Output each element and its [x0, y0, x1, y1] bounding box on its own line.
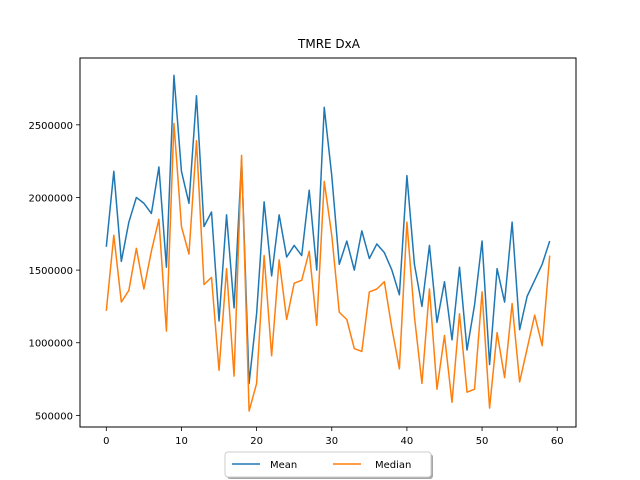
chart-title: TMRE DxA [297, 37, 361, 51]
legend: Mean Median [224, 451, 433, 479]
x-tick-label: 10 [175, 436, 188, 447]
x-tick-label: 60 [551, 436, 564, 447]
series-line-mean [105, 74, 551, 385]
y-tick-label: 1000000 [28, 339, 73, 350]
x-tick-label: 50 [476, 436, 489, 447]
x-tick-label: 30 [325, 436, 338, 447]
y-tick-label: 2000000 [28, 193, 73, 204]
y-tick-label: 1500000 [28, 266, 73, 277]
legend-box [224, 451, 432, 478]
y-tick-label: 2500000 [28, 121, 73, 132]
legend-label-mean: Mean [270, 460, 297, 471]
legend-label-median: Median [375, 460, 411, 471]
x-tick-label: 20 [250, 436, 263, 447]
series-lines [105, 74, 551, 412]
series-line-median [105, 122, 551, 412]
x-tick-label: 0 [103, 436, 109, 447]
x-axis: 0 10 20 30 40 50 60 [103, 427, 564, 447]
plot-area [79, 57, 577, 428]
x-tick-label: 40 [401, 436, 414, 447]
y-tick-label: 500000 [35, 411, 73, 422]
y-axis: 500000 1000000 1500000 2000000 2500000 [28, 121, 80, 422]
